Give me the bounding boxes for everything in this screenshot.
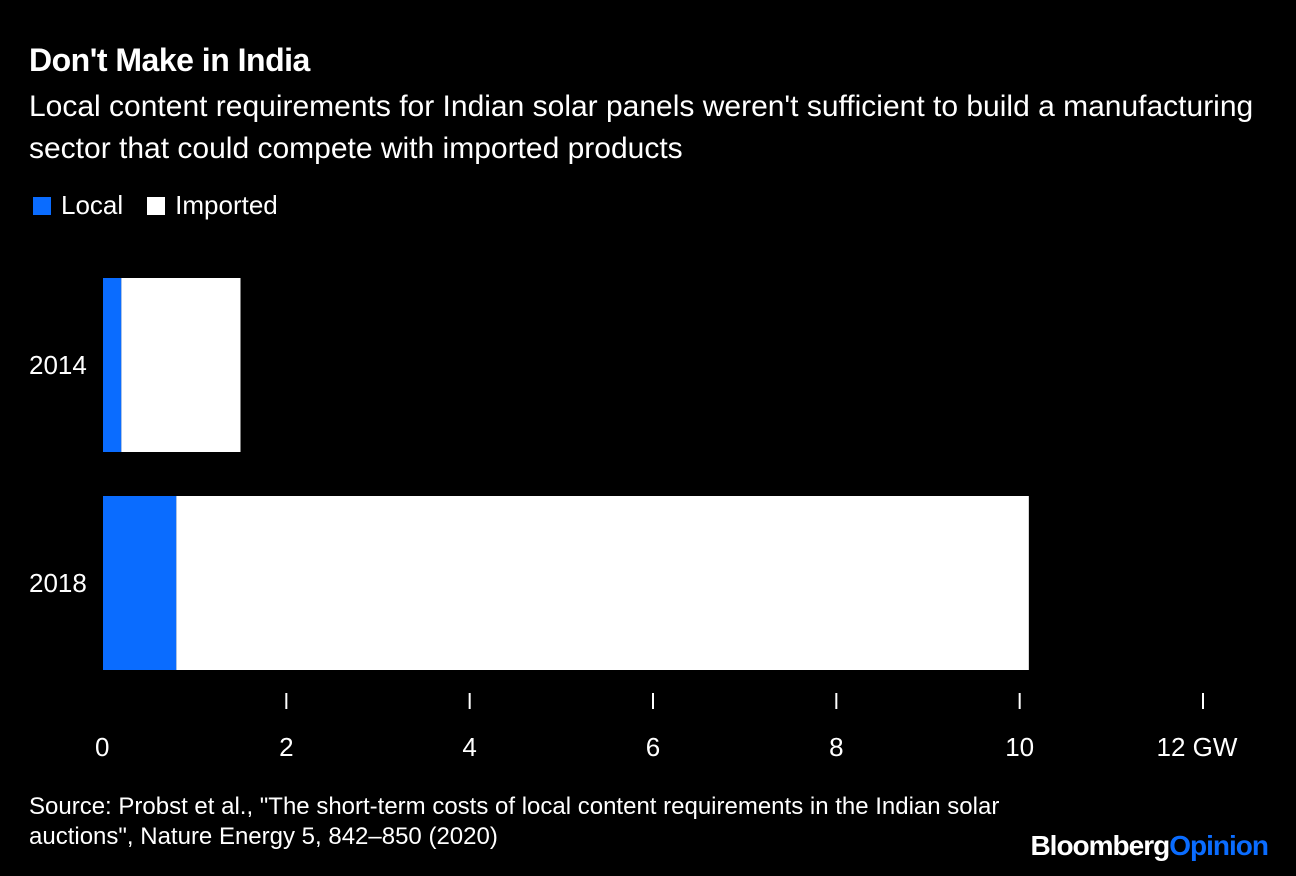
source-note: Source: Probst et al., "The short-term c… [29, 793, 1000, 850]
bar-local-2018 [103, 496, 177, 670]
legend-item-local: Local [33, 190, 123, 221]
bar-imported-2014 [121, 278, 241, 452]
x-tick-label-4: 4 [462, 732, 476, 762]
x-tick-label-10: 10 [1005, 732, 1034, 762]
x-tick-label-0: 0 [95, 732, 109, 762]
legend-label-imported: Imported [175, 190, 278, 220]
legend: Local Imported [33, 190, 302, 221]
category-label-2014: 2014 [29, 350, 87, 380]
x-tick-label-8: 8 [829, 732, 843, 762]
category-label-2018: 2018 [29, 568, 87, 598]
legend-label-local: Local [61, 190, 124, 220]
bar-local-2014 [103, 278, 122, 452]
bar-imported-2018 [176, 496, 1029, 670]
brand-logo-part1: Bloomberg [1030, 830, 1170, 861]
legend-swatch-imported [147, 196, 166, 215]
x-tick-label-6: 6 [646, 732, 660, 762]
chart-title: Don't Make in India [29, 42, 310, 78]
x-tick-label-12: 12 GW [1157, 732, 1238, 762]
brand-logo: BloombergOpinion [1030, 830, 1269, 862]
legend-swatch-local [33, 196, 51, 215]
legend-item-imported: Imported [147, 190, 278, 221]
x-tick-label-2: 2 [279, 732, 293, 762]
chart-subtitle: Local content requirements for Indian so… [29, 90, 1254, 165]
brand-logo-part2: Opinion [1169, 830, 1269, 861]
